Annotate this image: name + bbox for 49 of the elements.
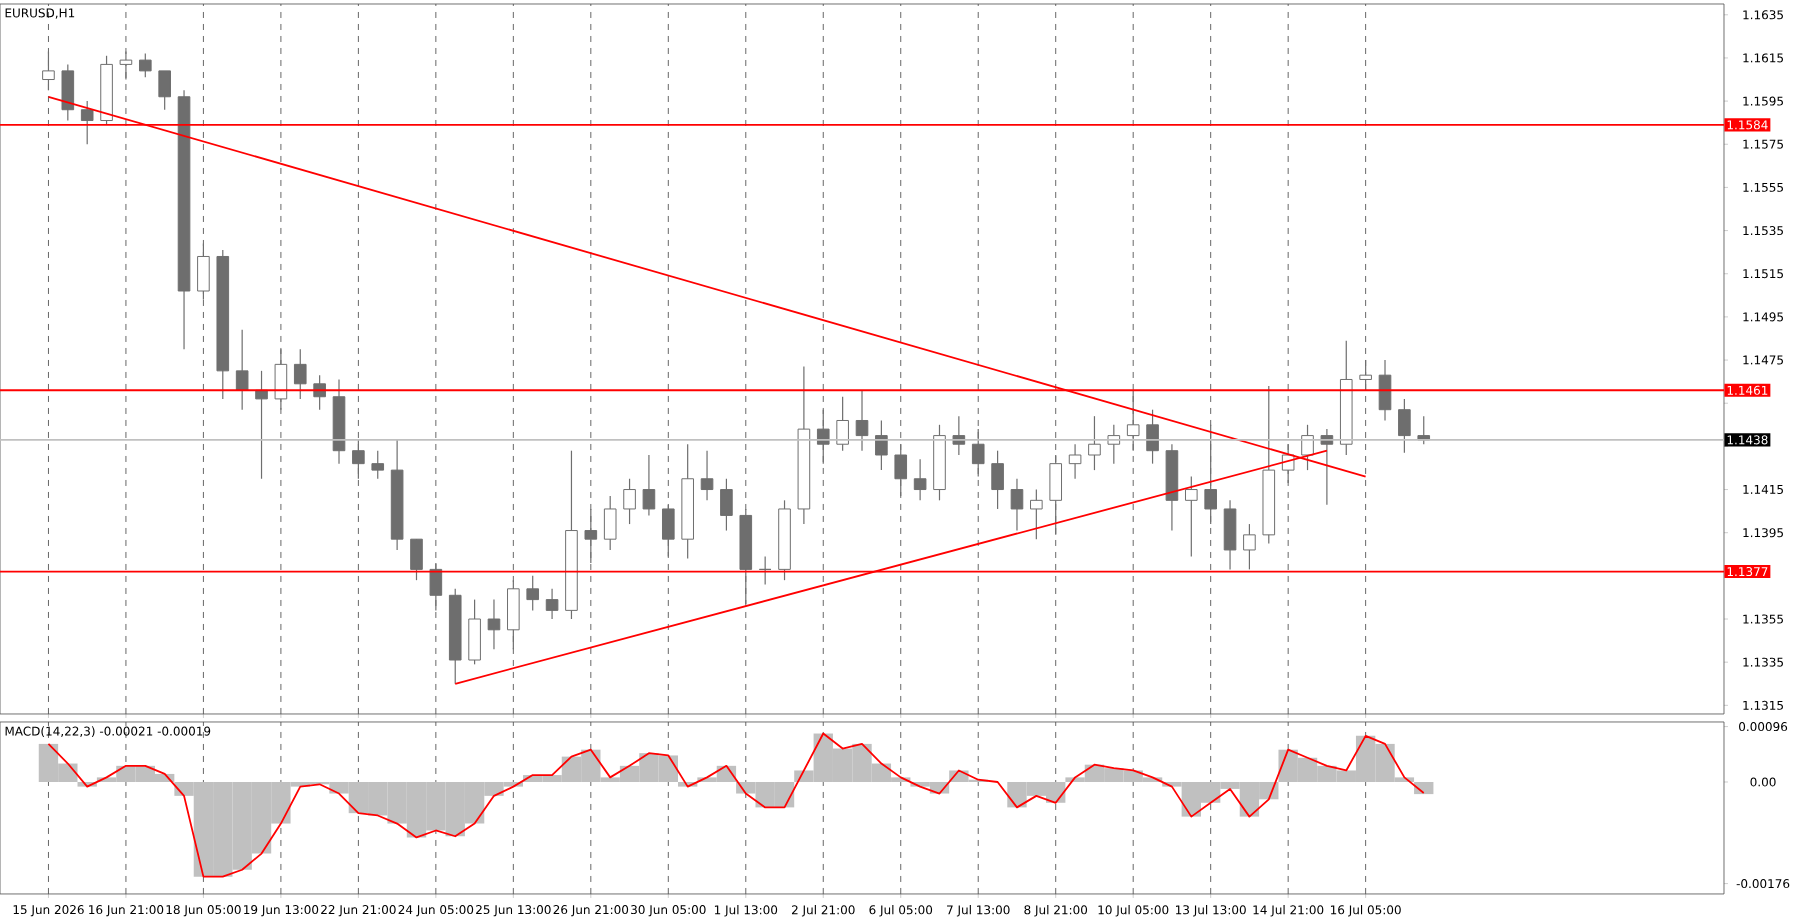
candlestick [235,329,249,411]
candlestick [971,428,985,478]
candlestick [1398,398,1411,454]
candlestick [1049,454,1063,536]
candlestick [1359,359,1372,391]
candlestick [526,575,540,611]
candlestick [758,555,772,586]
candlestick [603,495,617,551]
candlestick [139,53,152,78]
candlestick [584,508,598,564]
candlestick [545,588,559,620]
candlestick [80,100,94,145]
candlestick [875,419,888,471]
candlestick [1243,523,1256,570]
candlestick [1301,424,1314,471]
candlestick [1185,475,1198,558]
candlestick [1068,443,1082,480]
candlestick [487,599,501,650]
candlestick [42,50,55,91]
candlestick [352,439,365,480]
candlestick [1223,499,1237,570]
candlestick [642,454,656,517]
candlestick [855,389,869,452]
candlestick [623,478,636,525]
candlestick [119,50,133,81]
candlestick [410,538,423,581]
candlestick [1126,389,1140,452]
candlestick [1088,415,1101,471]
candlestick [468,599,481,665]
candlestick [274,348,288,411]
candlestick [371,450,385,480]
candlestick [720,478,733,532]
candlestick [700,450,714,501]
candlestick [894,443,908,497]
candlestick [836,396,849,452]
candlestick [429,562,443,611]
candlestick [1030,488,1043,540]
candlestick [1010,478,1024,532]
candlestick [197,242,210,301]
candlestick [158,70,171,111]
candlestick [1204,424,1217,525]
candlestick [61,63,75,122]
candlestick [991,450,1004,510]
candlestick [662,504,675,558]
candlestick [255,370,268,480]
candlestick [1146,409,1159,465]
candlestick [913,458,927,501]
candlestick [293,348,307,400]
candlestick [507,579,520,650]
